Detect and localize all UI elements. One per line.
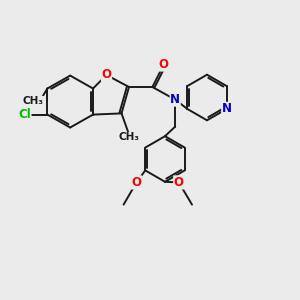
Text: Cl: Cl xyxy=(18,108,31,121)
Text: O: O xyxy=(131,176,142,189)
Text: N: N xyxy=(222,102,232,116)
Text: CH₃: CH₃ xyxy=(22,96,44,106)
Text: O: O xyxy=(159,58,169,71)
Text: N: N xyxy=(170,93,180,106)
Text: CH₃: CH₃ xyxy=(118,132,140,142)
Text: O: O xyxy=(101,68,112,82)
Text: O: O xyxy=(174,176,184,189)
